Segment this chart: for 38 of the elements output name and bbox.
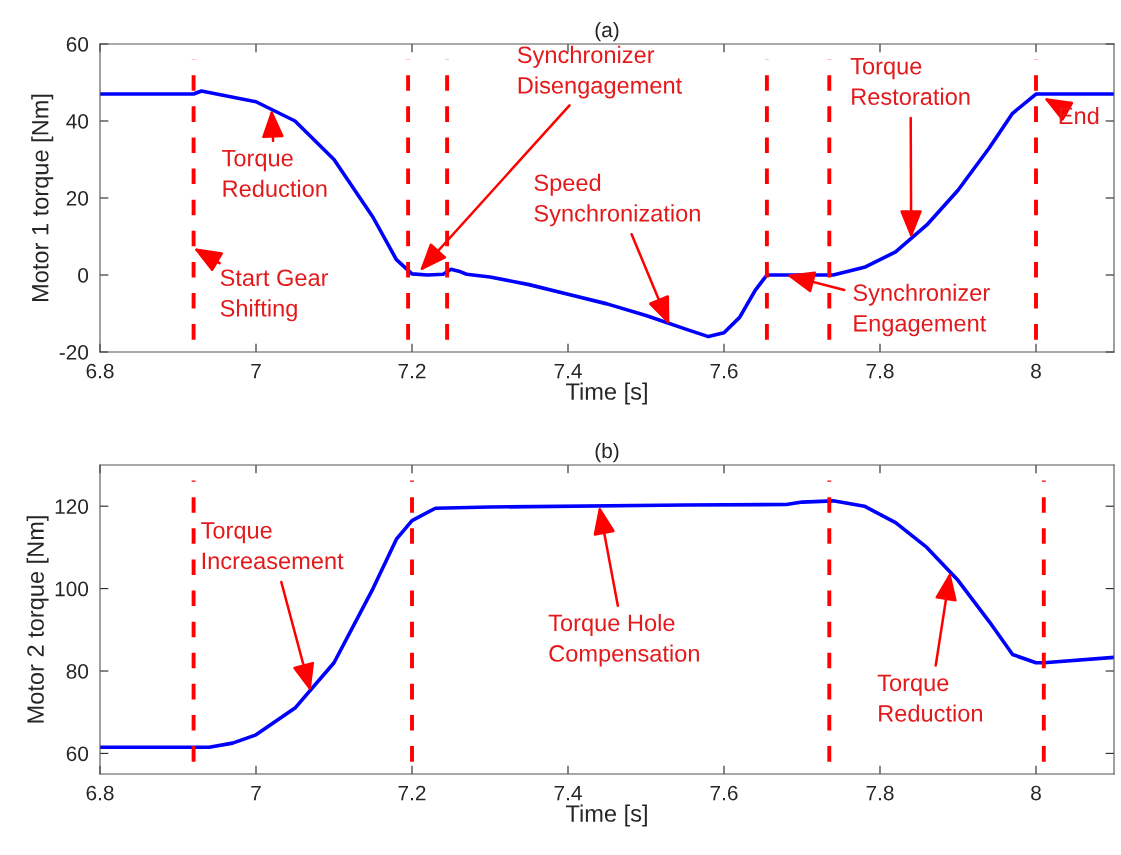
y-tick-label: 60 [66, 37, 89, 52]
annotation: Speed Synchronization [534, 173, 700, 227]
y-axis-title: Motor 1 torque [Nm] [31, 94, 54, 302]
y-tick-label: 80 [66, 664, 89, 679]
x-tick-label: 7 [251, 363, 261, 379]
annotation: Torque Hole Compensation [548, 613, 699, 667]
x-tick-label: 8 [1031, 785, 1041, 801]
y-tick-label: 60 [66, 746, 89, 762]
x-tick-label: 7.2 [398, 785, 426, 801]
annotation: Torque Reduction [222, 150, 327, 198]
y-tick-label: 0 [78, 268, 89, 283]
y-axis-title: Motor 2 torque [Nm] [26, 516, 49, 723]
x-tick-label: 7.2 [398, 363, 426, 379]
y-tick-label: 20 [66, 191, 89, 206]
x-tick-label: 7 [251, 785, 261, 801]
chart-title: (a) [595, 21, 619, 42]
y-tick-label: 120 [55, 499, 89, 514]
x-tick-label: 7.4 [554, 363, 582, 379]
annotation: Torque Increasement [201, 522, 344, 570]
y-tick-label: 40 [66, 114, 89, 129]
x-tick-label: 7.6 [710, 363, 738, 379]
x-tick-label: 7.8 [866, 363, 894, 379]
y-tick-label: -20 [59, 345, 89, 360]
x-tick-label: 6.8 [86, 785, 114, 801]
annotation: Start Gear Shifting [220, 269, 329, 322]
y-tick-label: 100 [55, 581, 89, 597]
x-tick-label: 7.6 [710, 785, 738, 801]
x-tick-label: 7.8 [866, 785, 894, 801]
x-axis-title: Time [s] [566, 382, 647, 405]
annotation: Synchronizer Engagement [853, 283, 990, 337]
x-tick-label: 7.4 [554, 785, 582, 801]
x-axis-title: Time [s] [566, 804, 647, 827]
annotation: Torque Reduction [877, 674, 982, 722]
x-tick-label: 6.8 [86, 363, 114, 379]
annotation: Torque Restoration [850, 58, 970, 106]
x-tick-label: 8 [1031, 363, 1041, 379]
chart-title: (b) [595, 442, 619, 463]
annotation: Synchronizer Disengagement [517, 45, 683, 99]
